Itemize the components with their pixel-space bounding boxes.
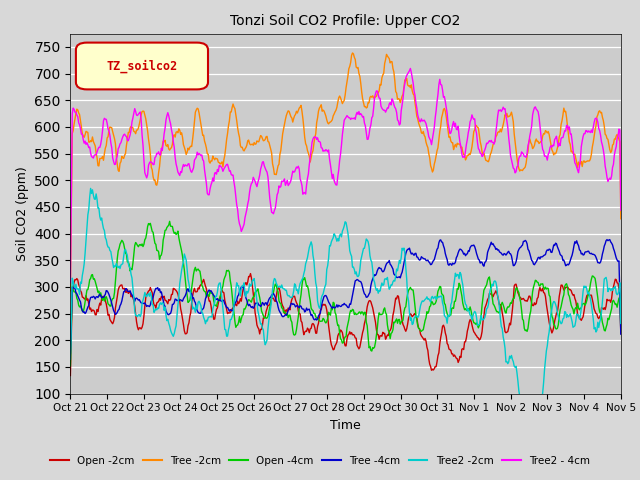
FancyBboxPatch shape	[76, 43, 208, 89]
Legend: Open -2cm, Tree -2cm, Open -4cm, Tree -4cm, Tree2 -2cm, Tree2 - 4cm: Open -2cm, Tree -2cm, Open -4cm, Tree -4…	[46, 452, 594, 470]
Y-axis label: Soil CO2 (ppm): Soil CO2 (ppm)	[16, 166, 29, 261]
Title: Tonzi Soil CO2 Profile: Upper CO2: Tonzi Soil CO2 Profile: Upper CO2	[230, 14, 461, 28]
X-axis label: Time: Time	[330, 419, 361, 432]
Text: TZ_soilco2: TZ_soilco2	[106, 60, 177, 72]
